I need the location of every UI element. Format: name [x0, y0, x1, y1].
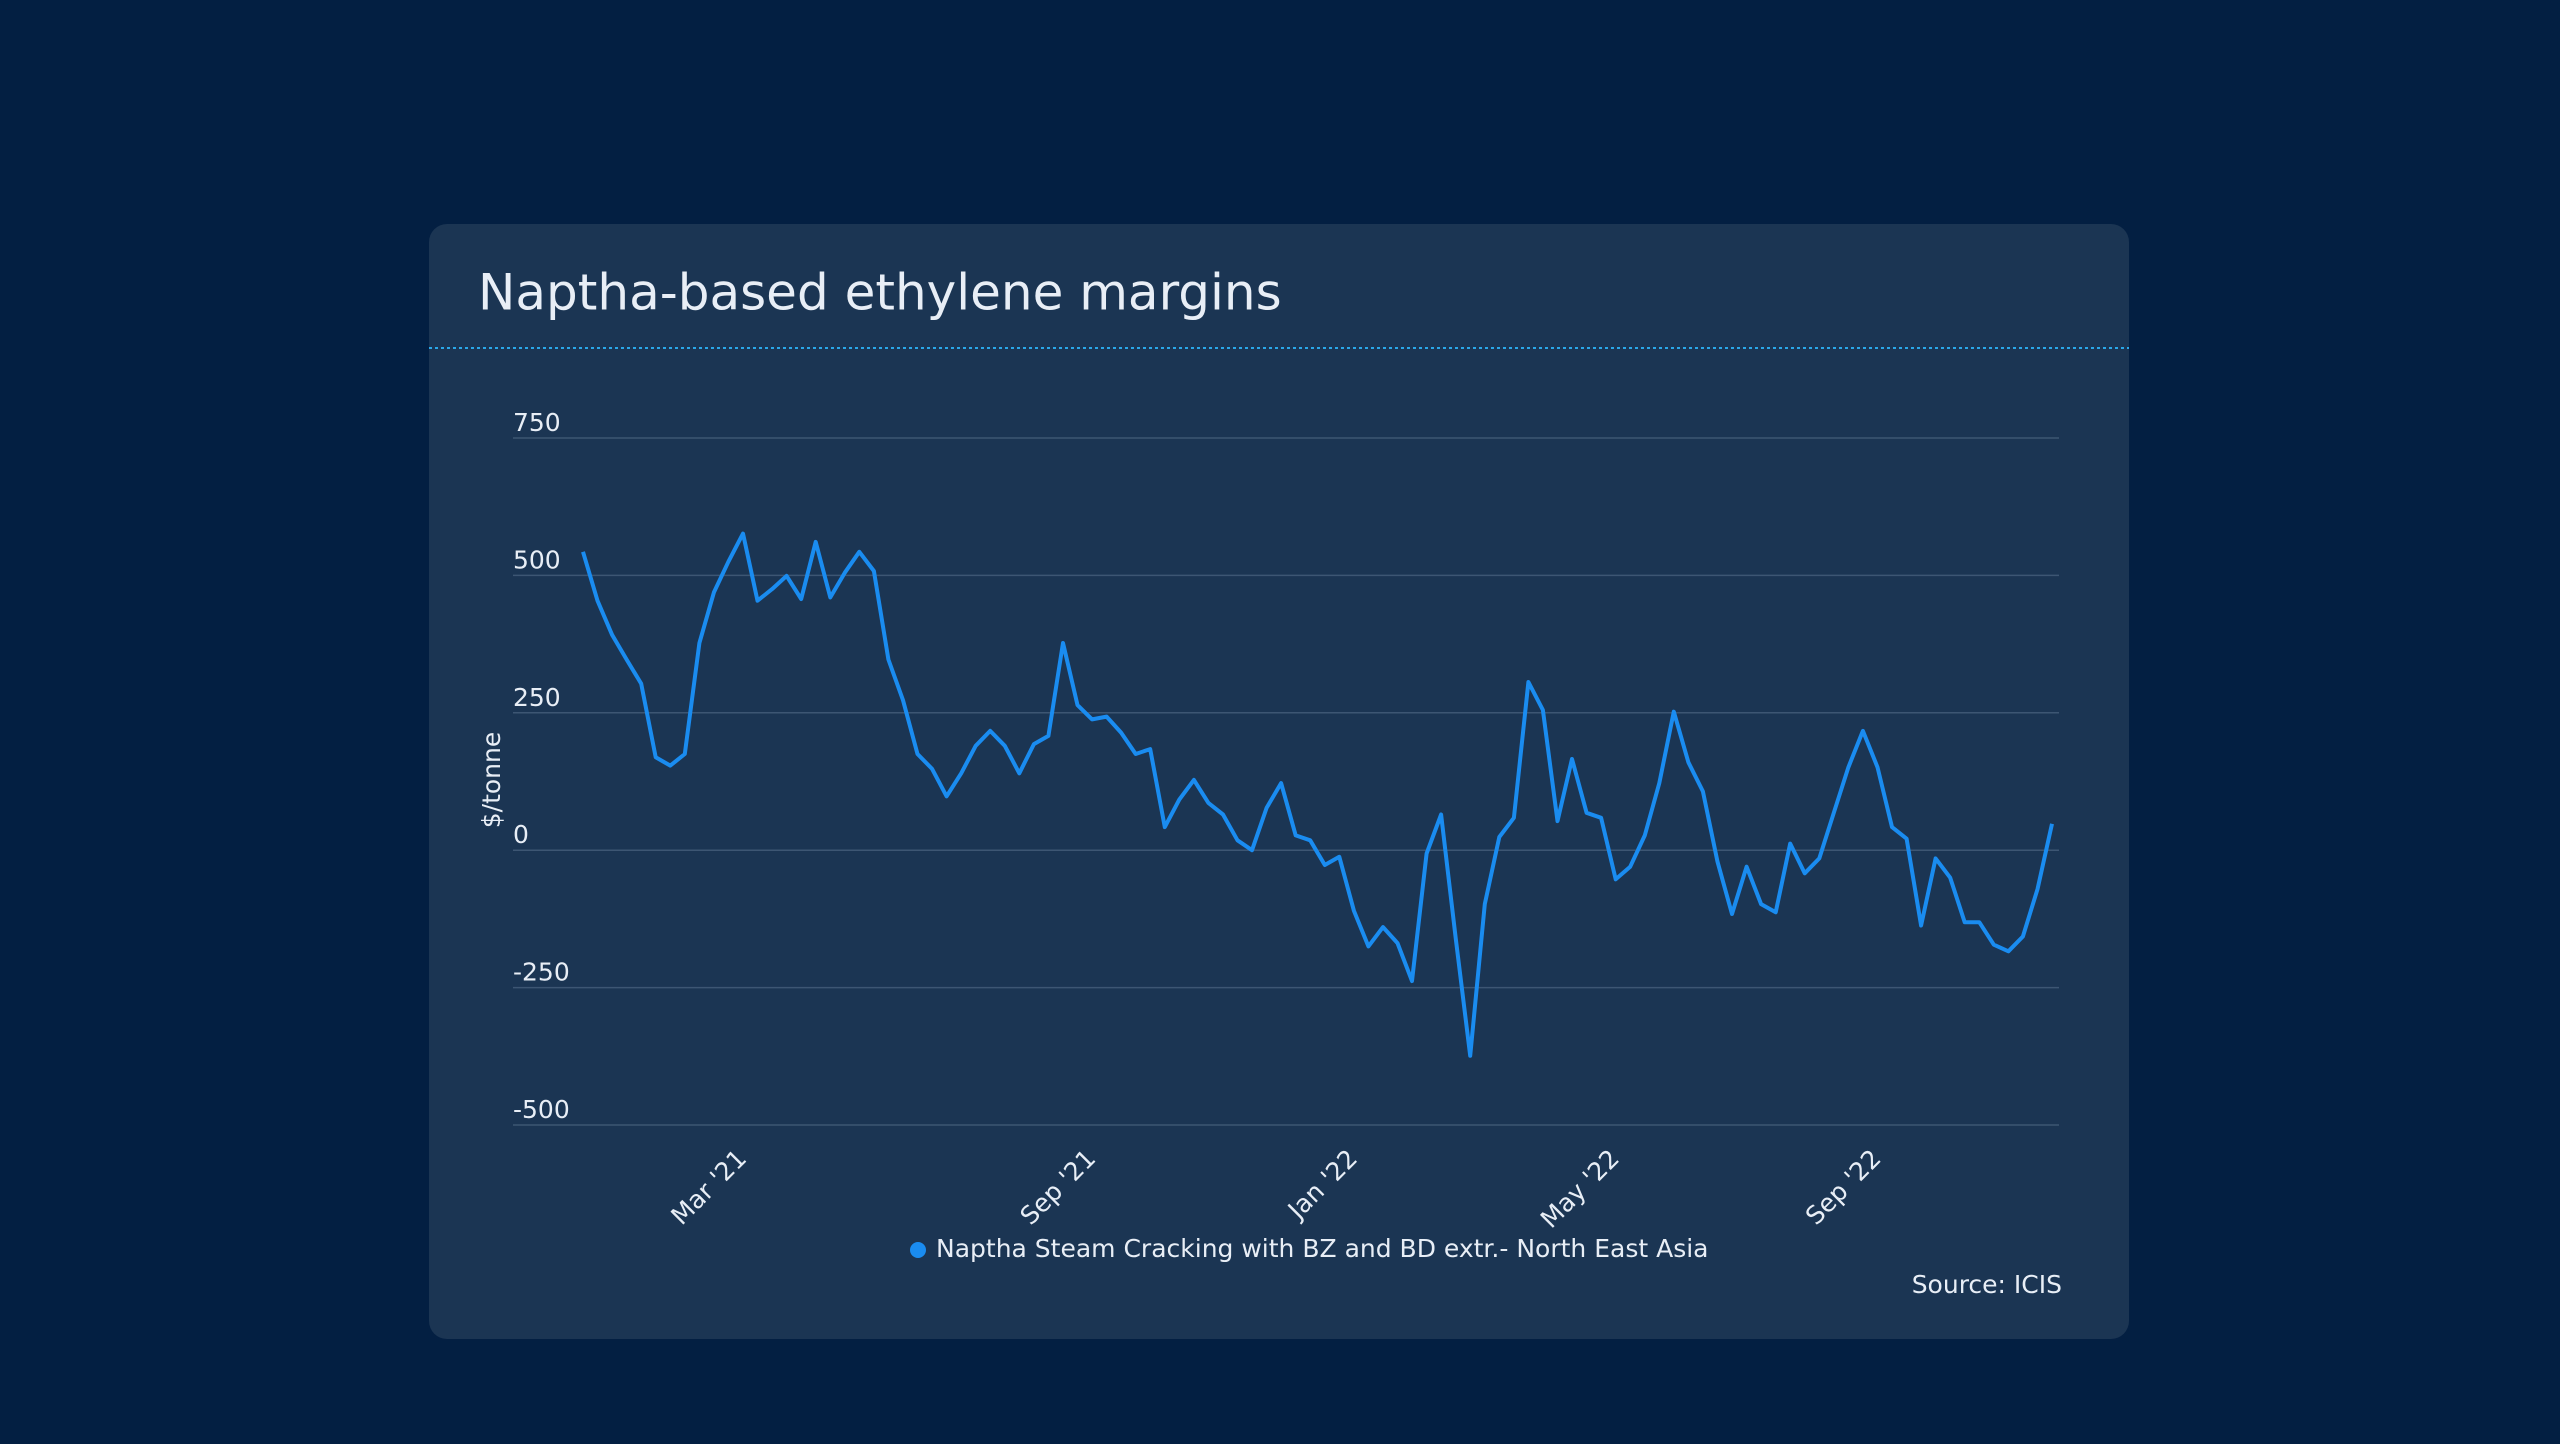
y-tick-label: 0 — [513, 820, 529, 849]
line-series — [581, 531, 2054, 1058]
chart-title: Naptha-based ethylene margins — [478, 264, 1282, 322]
y-tick-label: -250 — [513, 958, 570, 987]
y-tick-label: -500 — [513, 1095, 570, 1124]
y-tick-label: 250 — [513, 683, 561, 712]
card — [429, 224, 2129, 1339]
source: Source: ICIS — [1912, 1270, 2062, 1299]
legend-marker — [910, 1242, 926, 1258]
y-tick-label: 500 — [513, 545, 561, 574]
y-tick-label: 750 — [513, 408, 561, 437]
legend-label: Naptha Steam Cracking with BZ and BD ext… — [936, 1234, 1709, 1263]
y-axis-label: $/tonne — [477, 732, 506, 829]
